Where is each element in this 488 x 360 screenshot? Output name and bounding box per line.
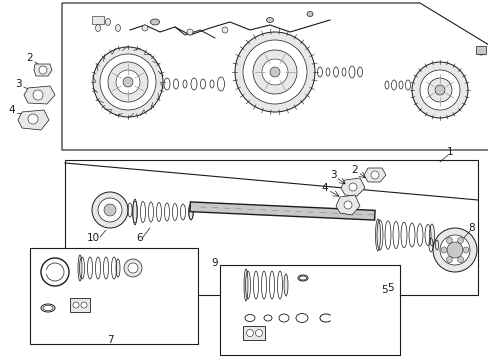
Circle shape	[262, 59, 287, 85]
Ellipse shape	[116, 259, 120, 277]
Circle shape	[427, 78, 451, 102]
Bar	[30, 248, 198, 344]
Circle shape	[142, 25, 148, 31]
Ellipse shape	[95, 24, 101, 32]
Text: 3: 3	[329, 170, 336, 180]
Circle shape	[100, 54, 156, 110]
Circle shape	[123, 77, 133, 87]
Ellipse shape	[476, 49, 484, 55]
Bar	[475, 46, 485, 54]
Ellipse shape	[244, 269, 247, 301]
Polygon shape	[34, 64, 52, 76]
Circle shape	[446, 238, 451, 243]
Text: 4: 4	[9, 105, 15, 115]
Polygon shape	[335, 195, 359, 215]
Ellipse shape	[105, 18, 110, 26]
Circle shape	[124, 259, 142, 277]
Circle shape	[348, 183, 356, 191]
Bar	[70, 298, 90, 312]
Circle shape	[446, 257, 451, 262]
Polygon shape	[363, 168, 385, 182]
Circle shape	[33, 90, 43, 100]
Text: 1: 1	[446, 147, 452, 157]
Circle shape	[255, 329, 262, 337]
Bar	[220, 265, 399, 355]
Circle shape	[269, 67, 280, 77]
Text: 5: 5	[381, 285, 387, 295]
Circle shape	[462, 247, 468, 253]
Circle shape	[222, 27, 227, 33]
Circle shape	[186, 29, 193, 35]
Circle shape	[446, 242, 462, 258]
Circle shape	[81, 302, 87, 308]
Ellipse shape	[150, 19, 159, 25]
Circle shape	[93, 47, 163, 117]
Circle shape	[108, 62, 148, 102]
Text: 5: 5	[386, 283, 392, 293]
Circle shape	[434, 85, 444, 95]
Text: 4: 4	[321, 183, 327, 193]
Circle shape	[39, 66, 47, 74]
Circle shape	[73, 302, 79, 308]
Circle shape	[28, 114, 38, 124]
Text: 3: 3	[15, 79, 21, 89]
Ellipse shape	[189, 204, 193, 220]
Ellipse shape	[133, 199, 137, 225]
Circle shape	[243, 40, 306, 104]
Circle shape	[92, 192, 128, 228]
Bar	[243, 326, 264, 340]
Ellipse shape	[428, 224, 434, 246]
Ellipse shape	[375, 219, 380, 251]
Text: 10: 10	[86, 233, 100, 243]
Circle shape	[440, 247, 446, 253]
Circle shape	[419, 70, 459, 110]
Polygon shape	[340, 178, 364, 196]
Circle shape	[128, 263, 138, 273]
Ellipse shape	[306, 12, 312, 17]
Ellipse shape	[266, 18, 273, 23]
Text: 8: 8	[468, 223, 474, 233]
Ellipse shape	[115, 24, 120, 32]
Circle shape	[439, 235, 469, 265]
Bar	[44, 270, 49, 274]
Text: 2: 2	[351, 165, 358, 175]
Circle shape	[457, 238, 463, 243]
Polygon shape	[65, 160, 477, 295]
Text: 9: 9	[211, 258, 218, 268]
Circle shape	[432, 228, 476, 272]
Ellipse shape	[284, 274, 287, 296]
Circle shape	[370, 171, 378, 179]
Text: 6: 6	[137, 233, 143, 243]
Circle shape	[98, 198, 122, 222]
Polygon shape	[18, 110, 49, 130]
Text: 7: 7	[106, 335, 113, 345]
Circle shape	[235, 32, 314, 112]
Ellipse shape	[78, 255, 82, 281]
Text: 2: 2	[27, 53, 33, 63]
Circle shape	[411, 62, 467, 118]
Circle shape	[457, 257, 463, 262]
Circle shape	[104, 204, 116, 216]
Circle shape	[116, 70, 140, 94]
Polygon shape	[24, 86, 55, 104]
Bar	[92, 16, 104, 24]
Circle shape	[252, 50, 296, 94]
Circle shape	[343, 201, 351, 209]
Circle shape	[246, 329, 253, 337]
Polygon shape	[62, 3, 488, 150]
